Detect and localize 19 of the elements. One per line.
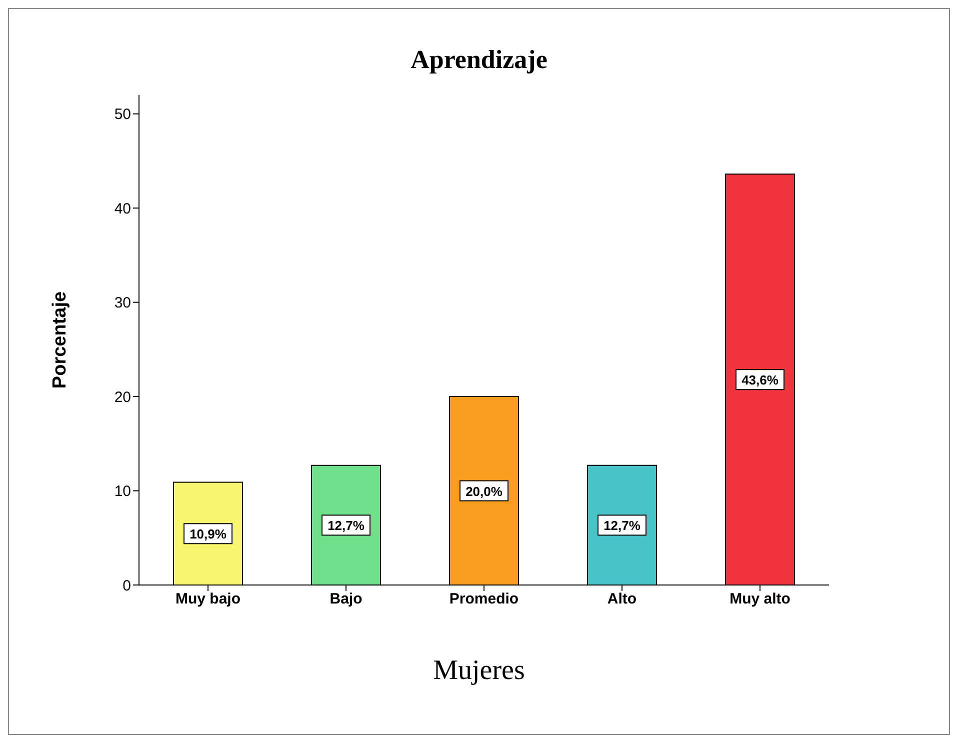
y-tick-label: 10 — [114, 483, 131, 500]
data-label: 12,7% — [604, 518, 641, 534]
y-tick-label: 50 — [114, 106, 131, 124]
x-tick-label: Muy bajo — [175, 590, 241, 608]
data-label: 10,9% — [190, 526, 227, 542]
y-axis-title: Porcentaje — [50, 291, 71, 389]
data-label: 43,6% — [742, 372, 779, 388]
chart-title: Aprendizaje — [410, 45, 548, 75]
x-axis-title: Mujeres — [432, 655, 526, 687]
x-tick-label: Bajo — [330, 590, 362, 608]
x-tick-label: Alto — [607, 590, 637, 608]
data-label: 20,0% — [466, 484, 503, 499]
y-tick-label: 0 — [122, 577, 131, 594]
y-tick-label: 40 — [114, 200, 131, 218]
x-tick-label: Muy alto — [730, 590, 790, 608]
x-tick-label: Promedio — [449, 590, 519, 608]
y-tick-label: 20 — [114, 388, 131, 406]
y-tick-label: 30 — [114, 294, 131, 312]
data-label: 12,7% — [328, 518, 365, 534]
